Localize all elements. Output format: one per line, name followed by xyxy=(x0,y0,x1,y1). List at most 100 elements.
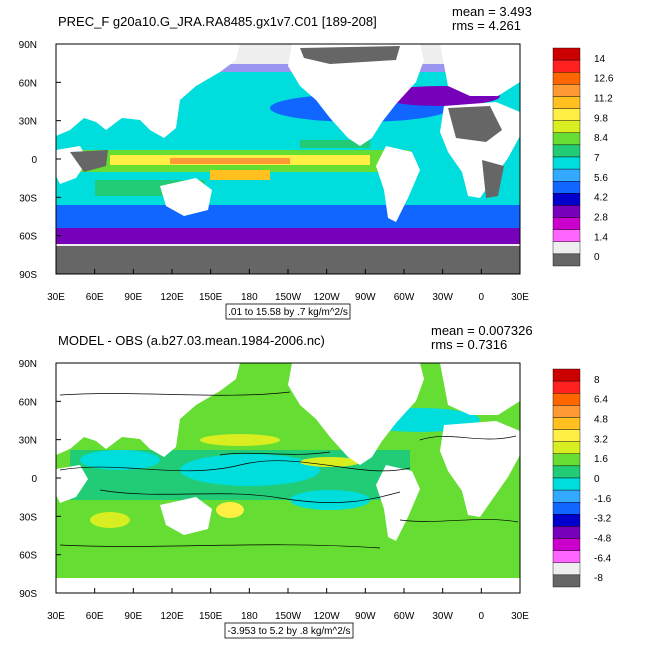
x-tick-label: 30E xyxy=(47,292,65,303)
x-tick-label: 150E xyxy=(199,611,223,622)
colorbar-label: 3.2 xyxy=(594,434,608,445)
y-tick-label: 60S xyxy=(19,232,37,243)
colorbar-label: 6.4 xyxy=(594,395,608,406)
colorbar-swatch xyxy=(552,217,581,230)
panel-2-x-ticks: 30E 60E 90E 120E 150E 180 150W 120W 90W 60W 30W 0 30… xyxy=(47,588,529,622)
panel-1-range-note: .01 to 15.58 by .7 kg/m^2/s xyxy=(228,307,348,318)
colorbar-swatch xyxy=(552,405,581,418)
colorbar-label: 1.6 xyxy=(594,454,608,465)
panel-1: PREC_F g20a10.G_JRA.RA8485.gx1v7.C01 [18… xyxy=(19,4,614,320)
y-tick-label: 60N xyxy=(19,397,37,408)
panel-2-range-note: -3.953 to 5.2 by .8 kg/m^2/s xyxy=(227,626,350,637)
colorbar-swatch xyxy=(552,441,581,454)
colorbar-swatch xyxy=(552,205,581,218)
colorbar-label: 4.8 xyxy=(594,415,608,426)
panel-1-range-box xyxy=(225,303,351,320)
colorbar-label: 5.6 xyxy=(594,173,608,184)
x-tick-label: 180 xyxy=(241,611,258,622)
colorbar-swatch xyxy=(552,538,581,551)
x-tick-label: 30E xyxy=(511,292,529,303)
colorbar-swatch xyxy=(552,393,581,406)
colorbar-swatch xyxy=(552,514,581,527)
x-tick-label: 60W xyxy=(394,292,415,303)
colorbar-swatch xyxy=(552,59,581,73)
colorbar-label: 1.4 xyxy=(594,232,608,243)
colorbar-label: -3.2 xyxy=(594,514,612,525)
colorbar-swatch xyxy=(552,47,581,61)
colorbar-label: 8 xyxy=(594,375,600,386)
panel-1-mean: mean = 3.493 xyxy=(452,4,532,19)
x-tick-label: 90E xyxy=(124,611,142,622)
colorbar-swatch xyxy=(552,168,581,182)
panel-1-colorbar: 14 12.6 11.2 9.8 8.4 7 5.6 4.2 2.8 1.4 0 xyxy=(552,47,614,267)
y-tick-label: 60S xyxy=(19,551,37,562)
colorbar-swatch xyxy=(552,96,581,109)
colorbar-swatch xyxy=(552,368,581,382)
y-tick-label: 30S xyxy=(19,512,37,523)
y-tick-label: 30N xyxy=(19,436,37,447)
colorbar-swatch xyxy=(552,489,581,503)
y-tick-label: 60N xyxy=(19,78,37,89)
panel-1-title: PREC_F g20a10.G_JRA.RA8485.gx1v7.C01 [18… xyxy=(58,14,377,29)
colorbar-label: 14 xyxy=(594,54,606,65)
colorbar-swatch xyxy=(552,502,581,515)
colorbar-swatch xyxy=(552,550,581,563)
colorbar-label: 11.2 xyxy=(594,94,613,105)
colorbar-label: 8.4 xyxy=(594,133,608,144)
x-tick-label: 90E xyxy=(124,292,142,303)
y-tick-label: 30S xyxy=(19,193,37,204)
x-tick-label: 150W xyxy=(275,611,302,622)
panel-2-colorbar: 8 6.4 4.8 3.2 1.6 0 -1.6 -3.2 -4.8 -6.4 -8 xyxy=(552,368,612,588)
colorbar-label: -4.8 xyxy=(594,533,612,544)
x-tick-label: 60W xyxy=(394,611,415,622)
x-tick-label: 30W xyxy=(432,292,453,303)
y-tick-label: 90S xyxy=(19,270,37,281)
x-tick-label: 120W xyxy=(314,611,341,622)
colorbar-swatch xyxy=(552,181,581,194)
colorbar-swatch xyxy=(552,229,581,242)
colorbar-label: 2.8 xyxy=(594,212,608,223)
colorbar-swatch xyxy=(552,526,581,539)
x-tick-label: 120E xyxy=(160,292,184,303)
panel-2-range-box xyxy=(224,622,354,639)
x-tick-label: 0 xyxy=(479,611,485,622)
colorbar-swatch xyxy=(552,156,581,170)
x-tick-label: 60E xyxy=(86,292,104,303)
colorbar-label: -8 xyxy=(594,573,603,584)
colorbar-swatch xyxy=(552,574,581,588)
x-tick-label: 90W xyxy=(355,292,376,303)
colorbar-swatch xyxy=(552,132,581,146)
colorbar-label: 0 xyxy=(594,252,600,263)
x-tick-label: 30E xyxy=(47,611,65,622)
panel-2-map xyxy=(56,363,520,593)
panel-2-title: MODEL - OBS (a.b27.03.mean.1984-2006.nc) xyxy=(58,333,325,348)
colorbar-swatch xyxy=(552,72,581,85)
y-tick-label: 90N xyxy=(19,40,37,51)
colorbar-label: -1.6 xyxy=(594,494,612,505)
x-tick-label: 30W xyxy=(432,611,453,622)
colorbar-swatch xyxy=(552,477,581,491)
panel-1-y-ticks: 90N 60N 30N 0 30S 60S 90S xyxy=(19,40,61,281)
colorbar-swatch xyxy=(552,108,581,121)
y-tick-label: 0 xyxy=(31,155,37,166)
x-tick-label: 150E xyxy=(199,292,223,303)
colorbar-swatch xyxy=(552,429,581,442)
y-tick-label: 30N xyxy=(19,117,37,128)
colorbar-label: 4.2 xyxy=(594,193,608,204)
colorbar-swatch xyxy=(552,465,581,479)
colorbar-swatch xyxy=(552,453,581,467)
x-tick-label: 180 xyxy=(241,292,258,303)
x-tick-label: 60E xyxy=(86,611,104,622)
colorbar-swatch xyxy=(552,193,581,206)
panel-2-rms: rms = 0.7316 xyxy=(431,337,507,352)
panel-1-map xyxy=(56,44,520,274)
x-tick-label: 150W xyxy=(275,292,302,303)
colorbar-swatch xyxy=(552,144,581,158)
colorbar-swatch xyxy=(552,84,581,97)
panel-2-mean: mean = 0.007326 xyxy=(431,323,533,338)
y-tick-label: 0 xyxy=(31,474,37,485)
colorbar-swatch xyxy=(552,380,581,394)
colorbar-swatch xyxy=(552,562,581,576)
colorbar-swatch xyxy=(552,120,581,133)
